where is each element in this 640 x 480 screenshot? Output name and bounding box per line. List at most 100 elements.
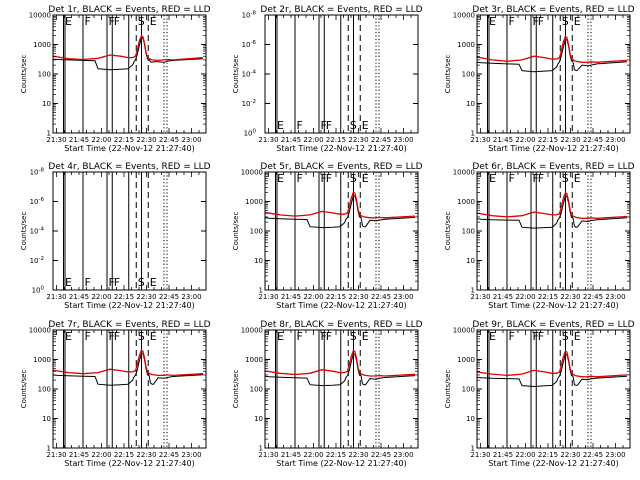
event-marker: F xyxy=(85,276,91,289)
lld-series-line xyxy=(52,348,204,377)
x-tick-label: 22:45 xyxy=(159,451,179,459)
event-marker: F xyxy=(114,276,120,289)
plot-frame xyxy=(264,14,419,134)
lld-series-line xyxy=(476,35,628,63)
x-tick-label: 22:15 xyxy=(538,293,558,301)
event-marker: E xyxy=(65,15,72,28)
x-tick-label: 21:30 xyxy=(258,136,278,144)
y-tick-label: 10000 xyxy=(453,327,475,335)
event-marker: S xyxy=(562,172,569,185)
event-marker: E xyxy=(150,15,157,28)
x-tick-label: 22:30 xyxy=(348,136,368,144)
event-marker: F xyxy=(538,15,544,28)
x-tick-label: 22:00 xyxy=(303,293,323,301)
y-tick-label: 1000 xyxy=(457,356,475,364)
y-tick-label: 10-2 xyxy=(30,256,44,265)
plot-frame xyxy=(264,171,419,291)
event-marker: E xyxy=(489,172,496,185)
events-series-line xyxy=(52,352,204,386)
events-series-line xyxy=(264,194,416,229)
x-tick-label: 22:30 xyxy=(560,293,580,301)
y-tick-label: 1000 xyxy=(457,41,475,49)
x-axis-label: Start Time (22-Nov-12 21:27:40) xyxy=(488,459,618,468)
x-tick-label: 22:15 xyxy=(326,451,346,459)
y-axis-label: Counts/sec xyxy=(232,370,240,409)
events-series-line xyxy=(476,38,628,73)
y-tick-label: 10 xyxy=(254,257,263,265)
x-tick-label: 22:00 xyxy=(91,293,111,301)
y-tick-label: 10 xyxy=(42,415,51,423)
event-marker: E xyxy=(362,330,369,343)
event-marker: F xyxy=(326,172,332,185)
event-marker: E xyxy=(277,330,284,343)
x-tick-label: 21:30 xyxy=(258,293,278,301)
x-tick-label: 22:15 xyxy=(538,136,558,144)
y-tick-label: 10 xyxy=(254,415,263,423)
x-tick-label: 22:15 xyxy=(114,293,134,301)
x-tick-label: 22:00 xyxy=(91,451,111,459)
event-marker: E xyxy=(574,15,581,28)
event-marker: S xyxy=(350,172,357,185)
x-tick-label: 22:45 xyxy=(371,451,391,459)
event-marker: S xyxy=(138,330,145,343)
x-tick-label: 23:00 xyxy=(605,293,625,301)
event-marker: F xyxy=(297,119,303,132)
event-marker: F xyxy=(114,15,120,28)
x-tick-label: 21:30 xyxy=(470,451,490,459)
x-tick-label: 21:45 xyxy=(493,451,513,459)
event-marker: E xyxy=(489,330,496,343)
x-axis-label: Start Time (22-Nov-12 21:27:40) xyxy=(488,144,618,153)
y-axis-label: Counts/sec xyxy=(444,370,452,409)
x-tick-label: 22:15 xyxy=(538,451,558,459)
y-tick-label: 1 xyxy=(47,130,51,138)
event-marker: E xyxy=(574,330,581,343)
y-tick-label: 100 xyxy=(250,228,263,236)
x-tick-label: 23:00 xyxy=(393,136,413,144)
y-tick-label: 10-4 xyxy=(30,227,45,236)
x-tick-label: 21:45 xyxy=(493,293,513,301)
x-axis-label: Start Time (22-Nov-12 21:27:40) xyxy=(488,301,618,310)
event-marker: F xyxy=(297,330,303,343)
y-tick-label: 100 xyxy=(462,228,475,236)
x-tick-label: 21:30 xyxy=(46,451,66,459)
event-marker: E xyxy=(489,15,496,28)
y-tick-label: 1000 xyxy=(457,198,475,206)
event-marker: F xyxy=(538,172,544,185)
x-tick-label: 23:00 xyxy=(393,293,413,301)
x-tick-label: 22:30 xyxy=(136,293,156,301)
event-marker: S xyxy=(350,119,357,132)
y-tick-label: 10000 xyxy=(453,12,475,20)
event-marker: F xyxy=(509,15,515,28)
y-tick-label: 10000 xyxy=(29,327,51,335)
x-tick-label: 21:30 xyxy=(470,136,490,144)
event-marker: E xyxy=(277,119,284,132)
x-axis-label: Start Time (22-Nov-12 21:27:40) xyxy=(64,459,194,468)
y-tick-label: 1 xyxy=(47,445,51,453)
x-tick-label: 22:30 xyxy=(560,451,580,459)
x-tick-label: 22:00 xyxy=(515,136,535,144)
x-tick-label: 22:45 xyxy=(583,451,603,459)
event-marker: S xyxy=(350,330,357,343)
event-marker: F xyxy=(321,172,327,185)
plot-frame xyxy=(52,171,207,291)
panel-title: Det 7r, BLACK = Events, RED = LLD xyxy=(48,320,210,330)
x-tick-label: 23:00 xyxy=(181,451,201,459)
event-marker: F xyxy=(533,330,539,343)
y-axis-label: Counts/sec xyxy=(20,370,28,409)
x-tick-label: 22:00 xyxy=(303,136,323,144)
y-axis-label: Counts/sec xyxy=(444,55,452,94)
x-tick-label: 22:30 xyxy=(136,136,156,144)
x-tick-label: 21:45 xyxy=(493,136,513,144)
panel-title: Det 6r, BLACK = Events, RED = LLD xyxy=(472,162,634,172)
panel-title: Det 2r, BLACK = Events, RED = LLD xyxy=(260,5,422,15)
panel-title: Det 1r, BLACK = Events, RED = LLD xyxy=(48,5,210,15)
x-tick-label: 22:00 xyxy=(515,293,535,301)
y-tick-label: 10000 xyxy=(241,327,263,335)
lld-series-line xyxy=(476,349,628,378)
